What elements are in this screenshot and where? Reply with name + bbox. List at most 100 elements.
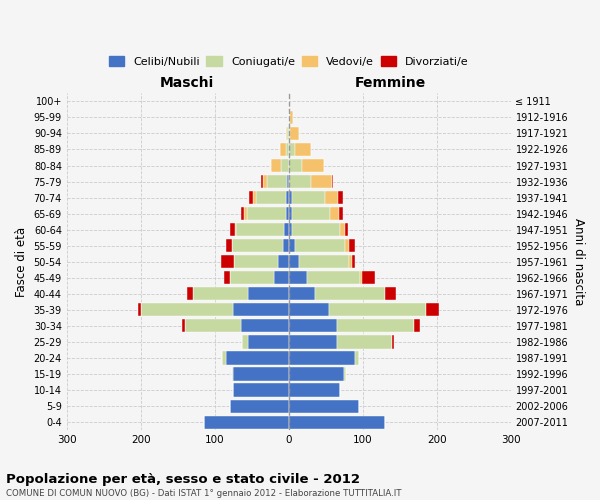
Bar <box>193 287 248 300</box>
Y-axis label: Fasce di età: Fasce di età <box>15 226 28 297</box>
Bar <box>233 368 289 380</box>
Bar <box>345 223 348 236</box>
Bar <box>286 143 289 156</box>
Bar <box>286 191 289 204</box>
Bar <box>138 304 141 316</box>
Bar <box>289 191 292 204</box>
Bar <box>274 271 289 284</box>
Bar <box>289 255 299 268</box>
Bar <box>222 352 226 364</box>
Bar <box>289 175 311 188</box>
Bar <box>344 368 346 380</box>
Bar <box>385 287 396 300</box>
Bar <box>233 384 289 396</box>
Bar <box>281 159 289 172</box>
Bar <box>289 384 340 396</box>
Bar <box>330 207 339 220</box>
Bar <box>290 111 293 124</box>
Text: Maschi: Maschi <box>160 76 214 90</box>
Bar <box>289 207 292 220</box>
Bar <box>221 255 234 268</box>
Bar <box>241 320 289 332</box>
Bar <box>286 127 287 140</box>
Bar <box>253 191 256 204</box>
Bar <box>244 207 247 220</box>
Bar <box>278 255 289 268</box>
Text: Popolazione per età, sesso e stato civile - 2012: Popolazione per età, sesso e stato civil… <box>6 472 360 486</box>
Bar <box>286 207 289 220</box>
Bar <box>233 304 289 316</box>
Bar <box>232 368 233 380</box>
Bar <box>203 416 289 428</box>
Bar <box>287 175 289 188</box>
Bar <box>141 304 233 316</box>
Bar <box>352 255 355 268</box>
Bar <box>262 175 263 188</box>
Bar <box>283 239 289 252</box>
Bar <box>311 175 332 188</box>
Bar <box>338 191 343 204</box>
Bar <box>226 352 289 364</box>
Bar <box>263 175 266 188</box>
Bar <box>226 239 232 252</box>
Bar <box>355 352 359 364</box>
Bar <box>425 304 439 316</box>
Bar <box>289 111 290 124</box>
Bar <box>232 239 283 252</box>
Bar <box>230 271 274 284</box>
Bar <box>289 336 337 348</box>
Bar <box>349 255 352 268</box>
Bar <box>289 239 295 252</box>
Bar <box>248 336 289 348</box>
Bar <box>362 271 375 284</box>
Bar <box>287 127 289 140</box>
Bar <box>289 352 355 364</box>
Bar <box>182 320 185 332</box>
Bar <box>242 336 248 348</box>
Bar <box>299 255 349 268</box>
Bar <box>332 175 333 188</box>
Bar <box>289 400 359 412</box>
Text: COMUNE DI COMUN NUOVO (BG) - Dati ISTAT 1° gennaio 2012 - Elaborazione TUTTITALI: COMUNE DI COMUN NUOVO (BG) - Dati ISTAT … <box>6 489 401 498</box>
Bar <box>284 223 289 236</box>
Bar <box>314 287 385 300</box>
Bar <box>302 159 324 172</box>
Bar <box>290 127 299 140</box>
Y-axis label: Anni di nascita: Anni di nascita <box>572 218 585 306</box>
Bar <box>234 255 278 268</box>
Bar <box>289 271 307 284</box>
Bar <box>236 223 284 236</box>
Bar <box>325 191 338 204</box>
Bar <box>292 223 340 236</box>
Bar <box>185 320 241 332</box>
Legend: Celibi/Nubili, Coniugati/e, Vedovi/e, Divorziati/e: Celibi/Nubili, Coniugati/e, Vedovi/e, Di… <box>104 52 473 72</box>
Bar <box>361 271 362 284</box>
Bar <box>289 304 329 316</box>
Bar <box>289 159 302 172</box>
Bar <box>289 223 292 236</box>
Bar <box>392 336 394 348</box>
Bar <box>247 207 286 220</box>
Bar <box>289 127 290 140</box>
Bar <box>235 223 236 236</box>
Bar <box>289 287 314 300</box>
Bar <box>248 287 289 300</box>
Bar <box>230 223 235 236</box>
Bar <box>337 336 392 348</box>
Bar <box>230 400 289 412</box>
Bar <box>256 191 286 204</box>
Bar <box>289 368 344 380</box>
Bar <box>224 271 230 284</box>
Text: Femmine: Femmine <box>355 76 427 90</box>
Bar <box>339 207 343 220</box>
Bar <box>349 239 355 252</box>
Bar <box>187 287 193 300</box>
Bar <box>289 320 337 332</box>
Bar <box>292 207 330 220</box>
Bar <box>337 320 415 332</box>
Bar <box>289 143 295 156</box>
Bar <box>250 191 253 204</box>
Bar <box>345 239 349 252</box>
Bar <box>307 271 361 284</box>
Bar <box>292 191 325 204</box>
